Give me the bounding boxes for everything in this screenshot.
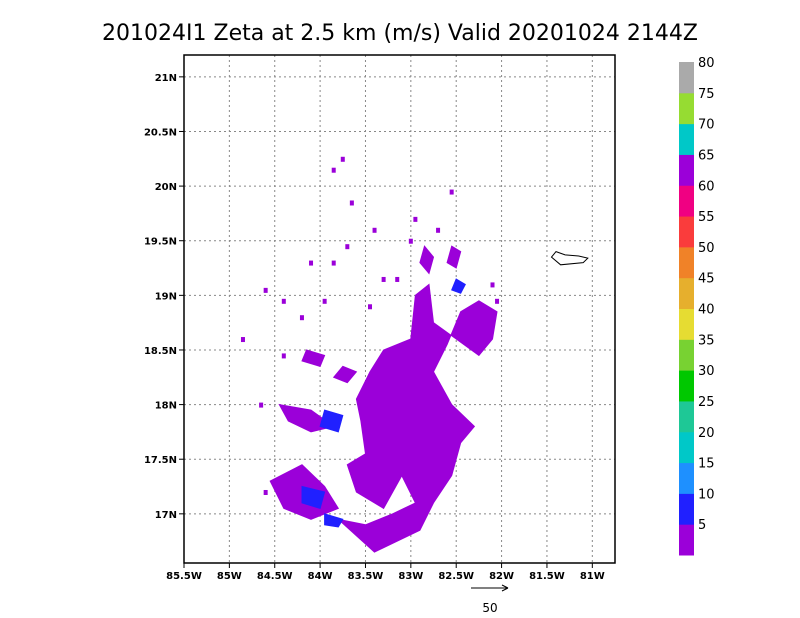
zeta-cell [368, 304, 373, 310]
axis-ticks: 85.5W 85W 84.5W 84W 83.5W 83W 82.5W 82W 81.5W 81W… [144, 73, 605, 582]
zeta-cell [413, 216, 418, 222]
zeta-region [419, 245, 435, 275]
colorbar-label: 35 [698, 333, 715, 348]
colorbar-label: 60 [698, 179, 715, 194]
zeta-region [324, 513, 344, 528]
zeta-cell [240, 337, 245, 343]
x-tick-label: 84W [308, 571, 333, 582]
chart-title: 201024I1 Zeta at 2.5 km (m/s) Valid 2020… [102, 21, 698, 46]
colorbar-label: 65 [698, 148, 715, 163]
x-tick-label: 82.5W [438, 571, 474, 582]
zeta-cell [372, 227, 377, 233]
zeta-cell [345, 244, 350, 250]
coastline [550, 251, 589, 266]
colorbar-label: 20 [698, 426, 715, 441]
zeta-cell [490, 282, 495, 288]
y-tick-label: 20N [155, 182, 177, 193]
zeta-cell [349, 200, 354, 206]
colorbar-label: 70 [698, 118, 715, 133]
reference-vector-arrowhead [501, 584, 509, 592]
zeta-cell [408, 238, 413, 244]
colorbar-swatch [679, 431, 694, 464]
zeta-cell [340, 156, 345, 162]
zeta-cell [263, 489, 268, 495]
zeta-region [301, 349, 326, 368]
grid-lines [184, 55, 615, 563]
zeta-cell [322, 298, 327, 304]
colorbar-label: 30 [698, 364, 715, 379]
x-tick-label: 82W [489, 571, 514, 582]
zeta-cell [449, 189, 454, 195]
colorbar-swatch [679, 62, 694, 94]
colorbar-label: 40 [698, 303, 715, 318]
colorbar-swatch [679, 308, 694, 340]
colorbar-swatch [679, 524, 694, 556]
colorbar-swatch [679, 493, 694, 525]
colorbar-swatch [679, 92, 694, 125]
data-field [240, 156, 500, 553]
zeta-cell [495, 298, 500, 304]
y-tick-label: 17N [155, 510, 177, 521]
colorbar-label: 45 [698, 272, 715, 287]
reference-vector: 50 [471, 584, 509, 615]
colorbar-label: 15 [698, 457, 715, 472]
colorbar-label: 75 [698, 87, 715, 102]
colorbar: 5 10 15 20 25 30 35 40 45 50 55 60 65 70 75 80 [679, 56, 715, 556]
y-tick-label: 19.5N [144, 237, 177, 248]
zeta-cell [281, 353, 286, 359]
colorbar-swatch [679, 216, 694, 248]
x-tick-label: 83.5W [348, 571, 384, 582]
zeta-region [319, 409, 344, 433]
x-tick-label: 81.5W [529, 571, 565, 582]
colorbar-swatch [679, 154, 694, 186]
x-tick-label: 85W [217, 571, 242, 582]
zeta-cell [299, 315, 304, 321]
zeta-region [336, 283, 498, 553]
zeta-region [332, 365, 358, 384]
x-tick-label: 84.5W [257, 571, 293, 582]
colorbar-label: 55 [698, 210, 715, 225]
coastline-outline [550, 251, 589, 266]
colorbar-label: 25 [698, 395, 715, 410]
colorbar-swatch [679, 339, 694, 371]
colorbar-label: 80 [698, 56, 715, 71]
colorbar-label: 50 [698, 241, 715, 256]
zeta-region [446, 245, 462, 269]
zeta-cell [436, 227, 441, 233]
y-tick-label: 18.5N [144, 346, 177, 357]
x-tick-label: 85.5W [166, 571, 202, 582]
y-tick-label: 21N [155, 73, 177, 84]
zeta-cell [263, 287, 268, 293]
colorbar-swatch [679, 246, 694, 279]
reference-vector-label: 50 [482, 601, 497, 615]
colorbar-swatch [679, 123, 694, 155]
x-tick-label: 83W [398, 571, 423, 582]
y-tick-label: 20.5N [144, 127, 177, 138]
colorbar-label: 10 [698, 487, 715, 502]
y-tick-label: 18N [155, 401, 177, 412]
plot-frame [183, 54, 616, 564]
colorbar-swatch [679, 185, 694, 217]
colorbar-swatch [679, 462, 694, 494]
x-tick-label: 81W [580, 571, 605, 582]
zeta-region [301, 485, 326, 510]
zeta-cell [395, 276, 400, 282]
colorbar-swatch [679, 370, 694, 402]
y-tick-label: 17.5N [144, 455, 177, 466]
zeta-cell [309, 260, 314, 266]
colorbar-swatch [679, 400, 694, 433]
zeta-cell [281, 298, 286, 304]
zeta-region [451, 278, 466, 294]
zeta-cell [259, 402, 264, 408]
zeta-cell [331, 260, 336, 266]
colorbar-label: 5 [698, 518, 706, 533]
zeta-cell [331, 167, 336, 173]
y-tick-label: 19N [155, 291, 177, 302]
zeta-cell [381, 276, 386, 282]
colorbar-swatch [679, 277, 694, 309]
